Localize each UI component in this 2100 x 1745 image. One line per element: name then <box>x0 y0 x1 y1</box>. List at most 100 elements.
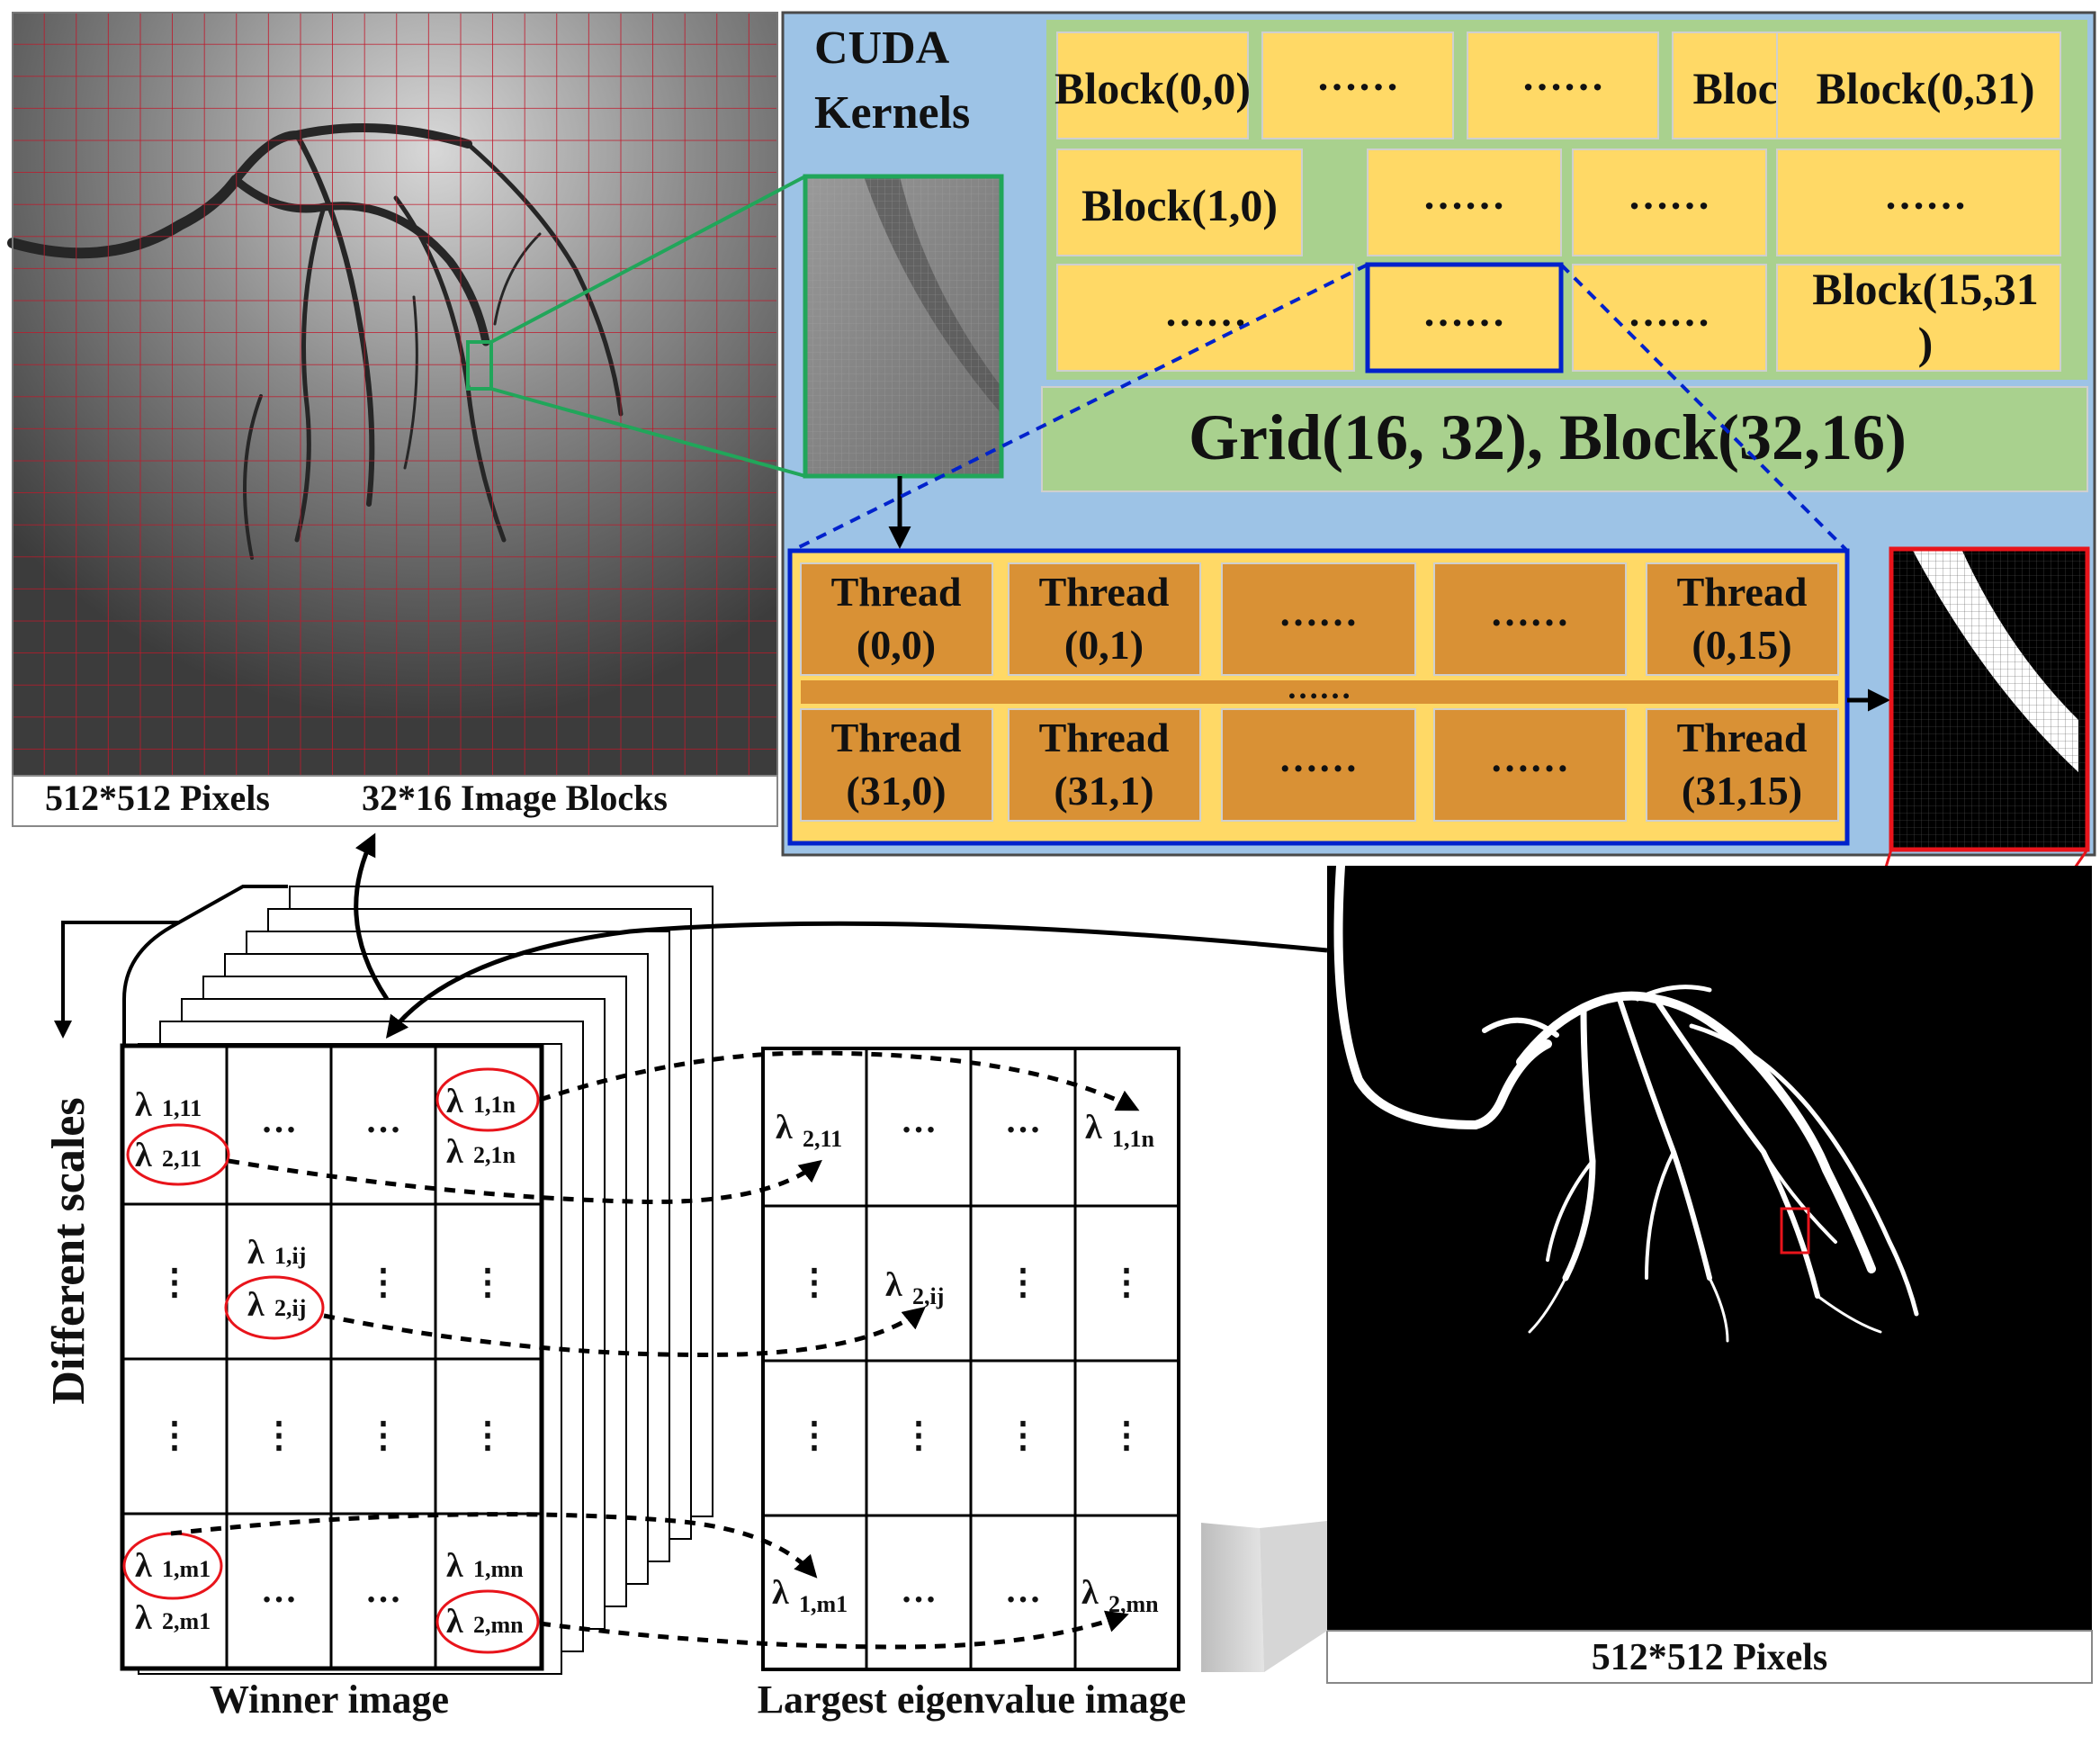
angiogram-focus-box <box>466 340 493 391</box>
w-r4c1-lambda-b: λ <box>135 1599 152 1637</box>
block-0-1-label: …… <box>1316 53 1399 99</box>
thread-31-1-word: Thread <box>1039 715 1170 760</box>
l-r4c2-dots: … <box>901 1570 937 1610</box>
w-r1c4-highlight <box>435 1067 540 1132</box>
block-15-0-label: …… <box>1164 289 1247 335</box>
segmentation-shadow <box>1260 1521 1327 1672</box>
thread-31-3-word: …… <box>1490 736 1569 780</box>
block-1-31 <box>1776 148 2061 256</box>
segmentation-image <box>1327 861 2092 1631</box>
winner-r4c1: λ 1,m1 λ 2,m1 <box>122 1532 223 1637</box>
thread-mid-bar <box>801 680 1838 704</box>
thread-31-15 <box>1646 708 1839 822</box>
w-r4c2-dots: … <box>261 1570 297 1610</box>
w-r2c4-dots: ⋮ <box>470 1262 506 1302</box>
w-r1c2-dots: … <box>261 1100 297 1140</box>
thread-0-0-word: Thread <box>831 569 962 615</box>
winner-caption: Winner image <box>210 1678 449 1722</box>
l-r2c2-lambda: λ <box>885 1266 902 1304</box>
map-m1 <box>170 1512 818 1579</box>
thread-31-0 <box>800 708 993 822</box>
block-selected-label: …… <box>1422 289 1505 335</box>
w-r1c1-lambda-b: λ <box>135 1137 152 1174</box>
segmentation-focus-box <box>1780 1207 1810 1255</box>
thread-31-15-index: (31,15) <box>1682 768 1802 814</box>
zoom-line-top <box>490 175 806 344</box>
w-r2c1-dots: ⋮ <box>157 1262 193 1302</box>
w-r1c4-sub-b: 2,1n <box>473 1142 516 1168</box>
thread-0-15-index: (0,15) <box>1692 622 1791 668</box>
l-r1c4-sub: 1,1n <box>1112 1126 1155 1152</box>
largest-grid <box>761 1047 1180 1671</box>
block-15-2-label: …… <box>1628 289 1710 335</box>
winner-to-angiogram-arrow <box>354 832 390 1001</box>
block-1-1-label: …… <box>1422 172 1505 218</box>
thread-31-3 <box>1433 708 1627 822</box>
w-r2c2-lambda-a: λ <box>247 1234 265 1272</box>
segmentation-to-winner-arrow <box>385 921 1328 1039</box>
w-r3c4-dots: ⋮ <box>470 1415 506 1455</box>
l-r2c3-dots: ⋮ <box>1005 1262 1041 1302</box>
segmentation-caption: 512*512 Pixels <box>1592 1637 1827 1678</box>
block-row-1: Block(1,0) …… …… …… <box>1056 148 2061 256</box>
w-r4c1-sub-a: 1,m1 <box>162 1556 211 1582</box>
block-1-2 <box>1572 148 1767 256</box>
block-0-31-cell <box>1776 31 2061 139</box>
w-r1c4-sub-a: 1,1n <box>473 1092 516 1118</box>
w-r3c3-dots: ⋮ <box>365 1415 401 1455</box>
w-r2c2-sub-a: 1,ij <box>274 1243 306 1269</box>
w-r1c1-highlight <box>126 1123 230 1186</box>
thread-31-1-index: (31,1) <box>1054 768 1153 814</box>
result-patch <box>1889 546 2090 852</box>
block-0-0 <box>1056 31 1249 139</box>
w-r1c1-lambda-a: λ <box>135 1086 152 1124</box>
thread-31-0-word: Thread <box>831 715 962 760</box>
block-1-0-label: Block(1,0) <box>1081 180 1278 230</box>
block-0-31-text: Block(0,31) <box>1816 63 2034 113</box>
winner-r1c1: λ 1,11 λ 2,11 <box>126 1086 230 1186</box>
thread-31-1 <box>1008 708 1201 822</box>
different-scales-label: Different scales <box>43 1097 94 1404</box>
winner-r1c4: λ 1,1n λ 2,1n <box>435 1067 540 1171</box>
w-r4c4-lambda-b: λ <box>446 1603 463 1641</box>
l-r3c3-dots: ⋮ <box>1005 1415 1041 1455</box>
grid-label-bar <box>1041 386 2088 492</box>
block-zoom-line-left <box>791 263 1369 553</box>
winner-r2c2: λ 1,ij λ 2,ij <box>224 1234 325 1340</box>
block-1-2-label: …… <box>1628 172 1710 218</box>
map-mn <box>539 1610 1129 1650</box>
angiogram-image <box>7 12 778 777</box>
l-r1c1-sub: 2,11 <box>803 1126 842 1152</box>
scale-bracket <box>122 885 288 1046</box>
thread-31-2 <box>1221 708 1416 822</box>
thread-31-0-index: (31,0) <box>846 768 946 814</box>
w-r1c4-lambda-b: λ <box>446 1133 463 1171</box>
l-r2c1-dots: ⋮ <box>796 1262 832 1302</box>
thread-row-31: Thread (31,0) Thread (31,1) …… …… Thread… <box>800 708 1839 822</box>
thread-0-3 <box>1433 562 1627 676</box>
zoom-patch <box>803 174 1004 479</box>
l-r3c1-dots: ⋮ <box>796 1415 832 1455</box>
w-r2c3-dots: ⋮ <box>365 1262 401 1302</box>
angiogram-caption-pixels: 512*512 Pixels <box>45 778 270 818</box>
w-r2c2-lambda-b: λ <box>247 1286 265 1324</box>
w-r1c1-sub-b: 2,11 <box>162 1146 202 1172</box>
zoom-line-bottom <box>490 387 806 478</box>
l-r1c4-lambda: λ <box>1085 1109 1102 1147</box>
thread-0-15-word: Thread <box>1677 569 1808 615</box>
block-15-31 <box>1776 264 2061 372</box>
thread-0-1 <box>1008 562 1201 676</box>
thread-31-2-word: …… <box>1279 736 1358 780</box>
winner-grid <box>120 1043 544 1671</box>
thread-0-2-word: …… <box>1279 590 1358 634</box>
w-r4c1-sub-b: 2,m1 <box>162 1608 211 1634</box>
l-r4c3-dots: … <box>1005 1570 1041 1610</box>
l-r4c1-lambda: λ <box>772 1574 789 1612</box>
w-r1c3-dots: … <box>365 1100 401 1140</box>
thread-0-3-word: …… <box>1490 590 1569 634</box>
mapping-arrows <box>170 1050 1140 1650</box>
thread-row-0: Thread (0,0) Thread (0,1) …… …… Thread (… <box>800 562 1839 676</box>
scale-arrow <box>54 921 180 1039</box>
